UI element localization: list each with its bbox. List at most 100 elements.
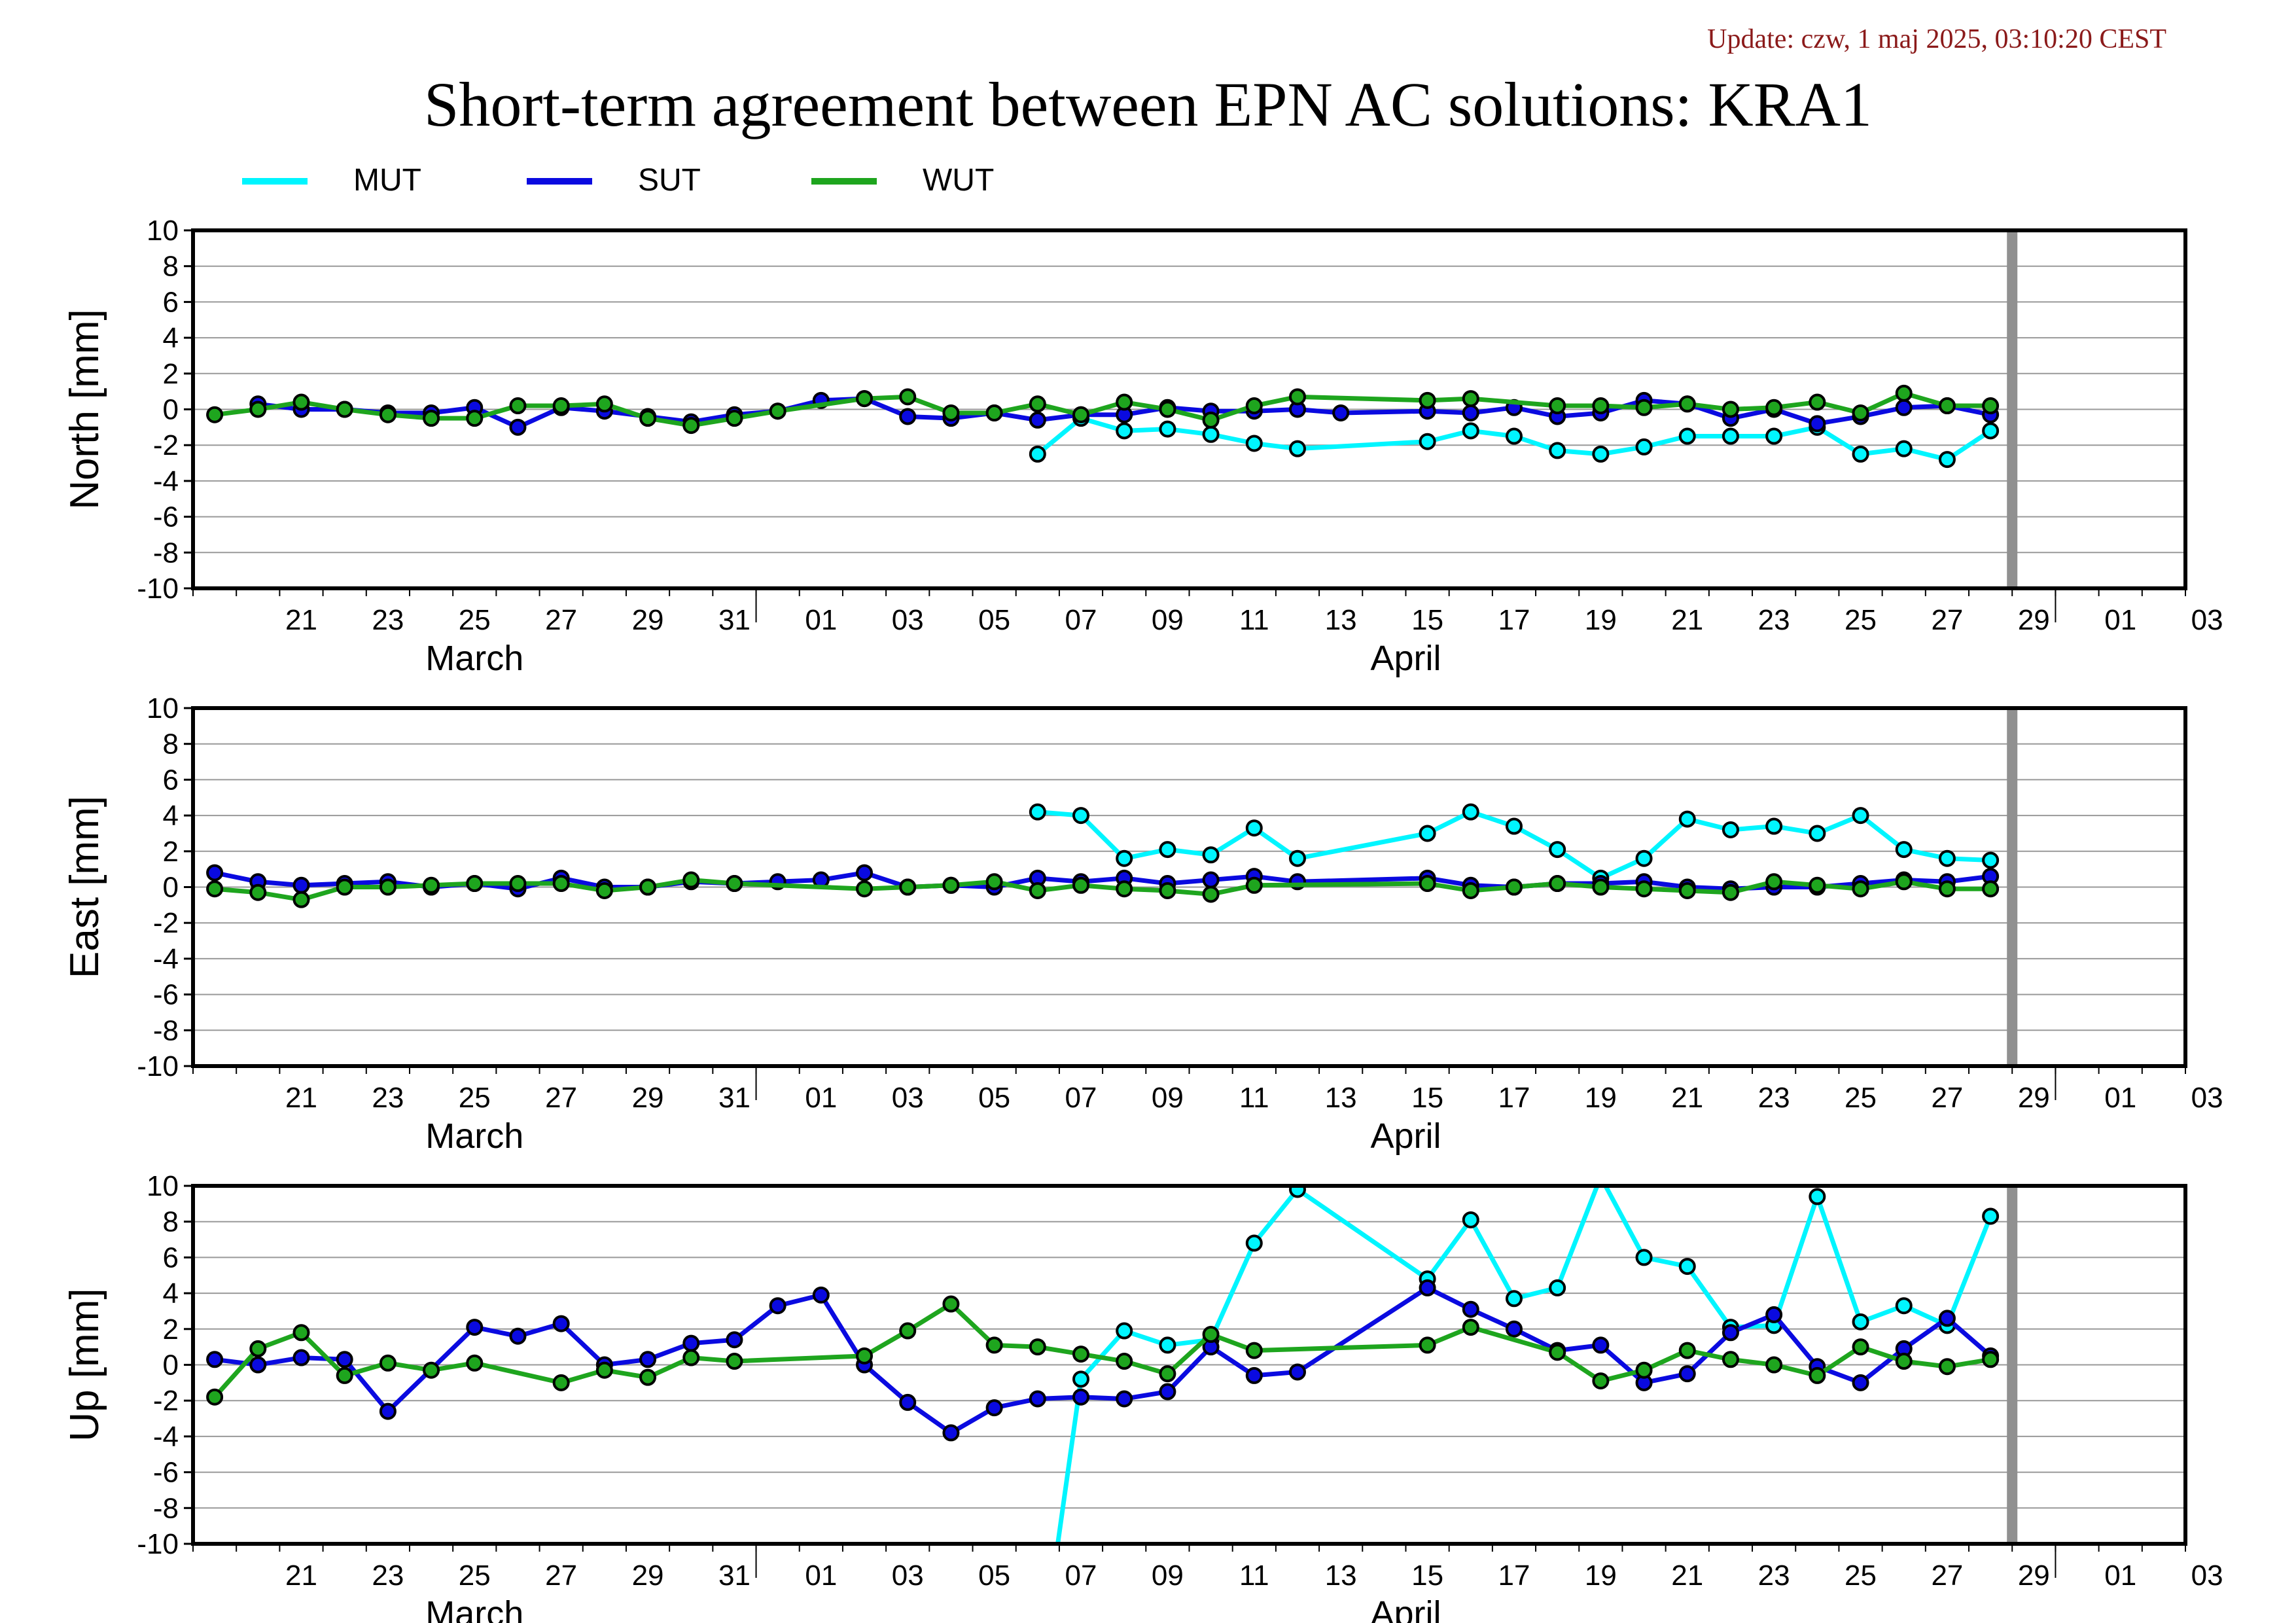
x-tick-label: 07 [1065, 1560, 1097, 1592]
data-point-wut [1809, 876, 1826, 894]
x-tick-label: 03 [892, 1082, 924, 1114]
y-tick-label: -4 [153, 1421, 179, 1453]
data-point-wut [1765, 399, 1783, 416]
data-point-wut [942, 404, 960, 421]
data-point-wut [1678, 1342, 1696, 1359]
data-point-sut [899, 408, 917, 425]
series-line-sut [214, 870, 1991, 891]
data-point-mut [1029, 803, 1046, 821]
data-point-wut [1722, 1351, 1739, 1368]
x-tick-label: 01 [805, 604, 837, 636]
data-point-sut [292, 1349, 310, 1366]
data-point-sut [942, 1424, 960, 1442]
data-point-wut [1938, 880, 1956, 898]
y-tick-label: 4 [163, 322, 179, 354]
x-tick-label: 25 [459, 604, 491, 636]
data-point-mut [1895, 440, 1913, 457]
data-point-sut [206, 864, 224, 882]
data-point-wut [1462, 882, 1479, 899]
data-point-sut [1852, 1374, 1869, 1391]
data-point-mut [1116, 422, 1133, 440]
y-axis-label: Up [mm] [62, 1288, 107, 1441]
data-point-sut [1938, 1310, 1956, 1327]
data-point-wut [466, 875, 484, 893]
x-tick-label: 27 [545, 1082, 577, 1114]
x-tick-label: 23 [372, 1082, 404, 1114]
data-point-mut [1809, 825, 1826, 842]
x-tick-label: 17 [1498, 604, 1530, 636]
legend-swatch-wut [811, 178, 877, 185]
data-point-sut [509, 1327, 527, 1345]
data-point-mut [1852, 807, 1869, 825]
data-point-mut [1852, 445, 1869, 463]
data-point-mut [1938, 451, 1956, 469]
x-tick-label: 13 [1325, 604, 1357, 636]
month-label: March [425, 639, 523, 678]
data-point-mut [1116, 849, 1133, 867]
month-label: March [425, 1594, 523, 1623]
data-point-wut [1982, 1351, 2000, 1368]
x-tick-label: 19 [1585, 1082, 1617, 1114]
data-point-wut [336, 878, 353, 896]
data-point-sut [1159, 1383, 1176, 1400]
data-point-mut [1635, 1249, 1653, 1266]
x-tick-label: 01 [2104, 1082, 2136, 1114]
data-point-wut [379, 878, 397, 896]
data-point-sut [1245, 1366, 1263, 1384]
x-tick-label: 15 [1411, 604, 1443, 636]
x-tick-label: 31 [718, 604, 751, 636]
data-point-mut [1895, 1297, 1913, 1315]
y-tick-label: 0 [163, 394, 179, 426]
data-point-mut [1288, 440, 1306, 457]
data-point-wut [1895, 384, 1913, 402]
x-tick-label: 27 [545, 604, 577, 636]
data-point-mut [1072, 1370, 1090, 1388]
y-tick-label: -6 [153, 501, 179, 533]
data-point-wut [1029, 1338, 1046, 1356]
data-point-mut [1462, 1211, 1479, 1228]
data-point-mut [1765, 817, 1783, 835]
data-point-mut [1116, 1322, 1133, 1340]
data-point-sut [1592, 1336, 1610, 1354]
data-point-wut [985, 1336, 1003, 1354]
y-tick-label: 0 [163, 872, 179, 904]
data-point-wut [552, 875, 570, 893]
month-label: April [1370, 639, 1441, 678]
x-tick-label: 23 [1758, 1560, 1790, 1592]
data-point-wut [1938, 397, 1956, 415]
x-tick-label: 15 [1411, 1082, 1443, 1114]
panel-0: 10 86 4 2 0-2 -4 -6 -8 -10 21 23 25 27 29 31 01 03 05 07 09… [62, 215, 2223, 678]
data-point-mut [1982, 422, 2000, 440]
data-point-sut [639, 1351, 657, 1368]
data-point-sut [466, 1319, 484, 1336]
data-point-mut [1505, 427, 1523, 445]
y-axis-label: North [mm] [62, 309, 107, 510]
data-point-wut [595, 395, 613, 413]
x-tick-label: 31 [718, 1082, 751, 1114]
data-point-mut [1072, 807, 1090, 825]
data-point-sut [1462, 404, 1479, 421]
y-tick-label: 10 [147, 1170, 179, 1202]
x-tick-label: 01 [805, 1560, 837, 1592]
data-point-wut [899, 878, 917, 896]
data-point-wut [423, 876, 440, 894]
data-point-wut [1072, 406, 1090, 423]
x-tick-label: 29 [2018, 1082, 2050, 1114]
series-line-sut [257, 396, 1991, 430]
chart-title: Short-term agreement between EPN AC solu… [423, 69, 1872, 139]
data-point-wut [1202, 885, 1220, 903]
data-point-wut [292, 1324, 310, 1342]
x-tick-label: 25 [1845, 604, 1877, 636]
data-point-sut [1722, 1324, 1739, 1342]
series-layer [206, 384, 2000, 469]
y-tick-label: -8 [153, 1014, 179, 1046]
y-tick-label: 8 [163, 1206, 179, 1238]
data-point-wut [1765, 1356, 1783, 1374]
data-point-wut [595, 1361, 613, 1379]
x-tick-label: 25 [459, 1082, 491, 1114]
data-point-mut [1982, 851, 2000, 869]
data-point-wut [206, 880, 224, 898]
series-layer [206, 1186, 2000, 1544]
